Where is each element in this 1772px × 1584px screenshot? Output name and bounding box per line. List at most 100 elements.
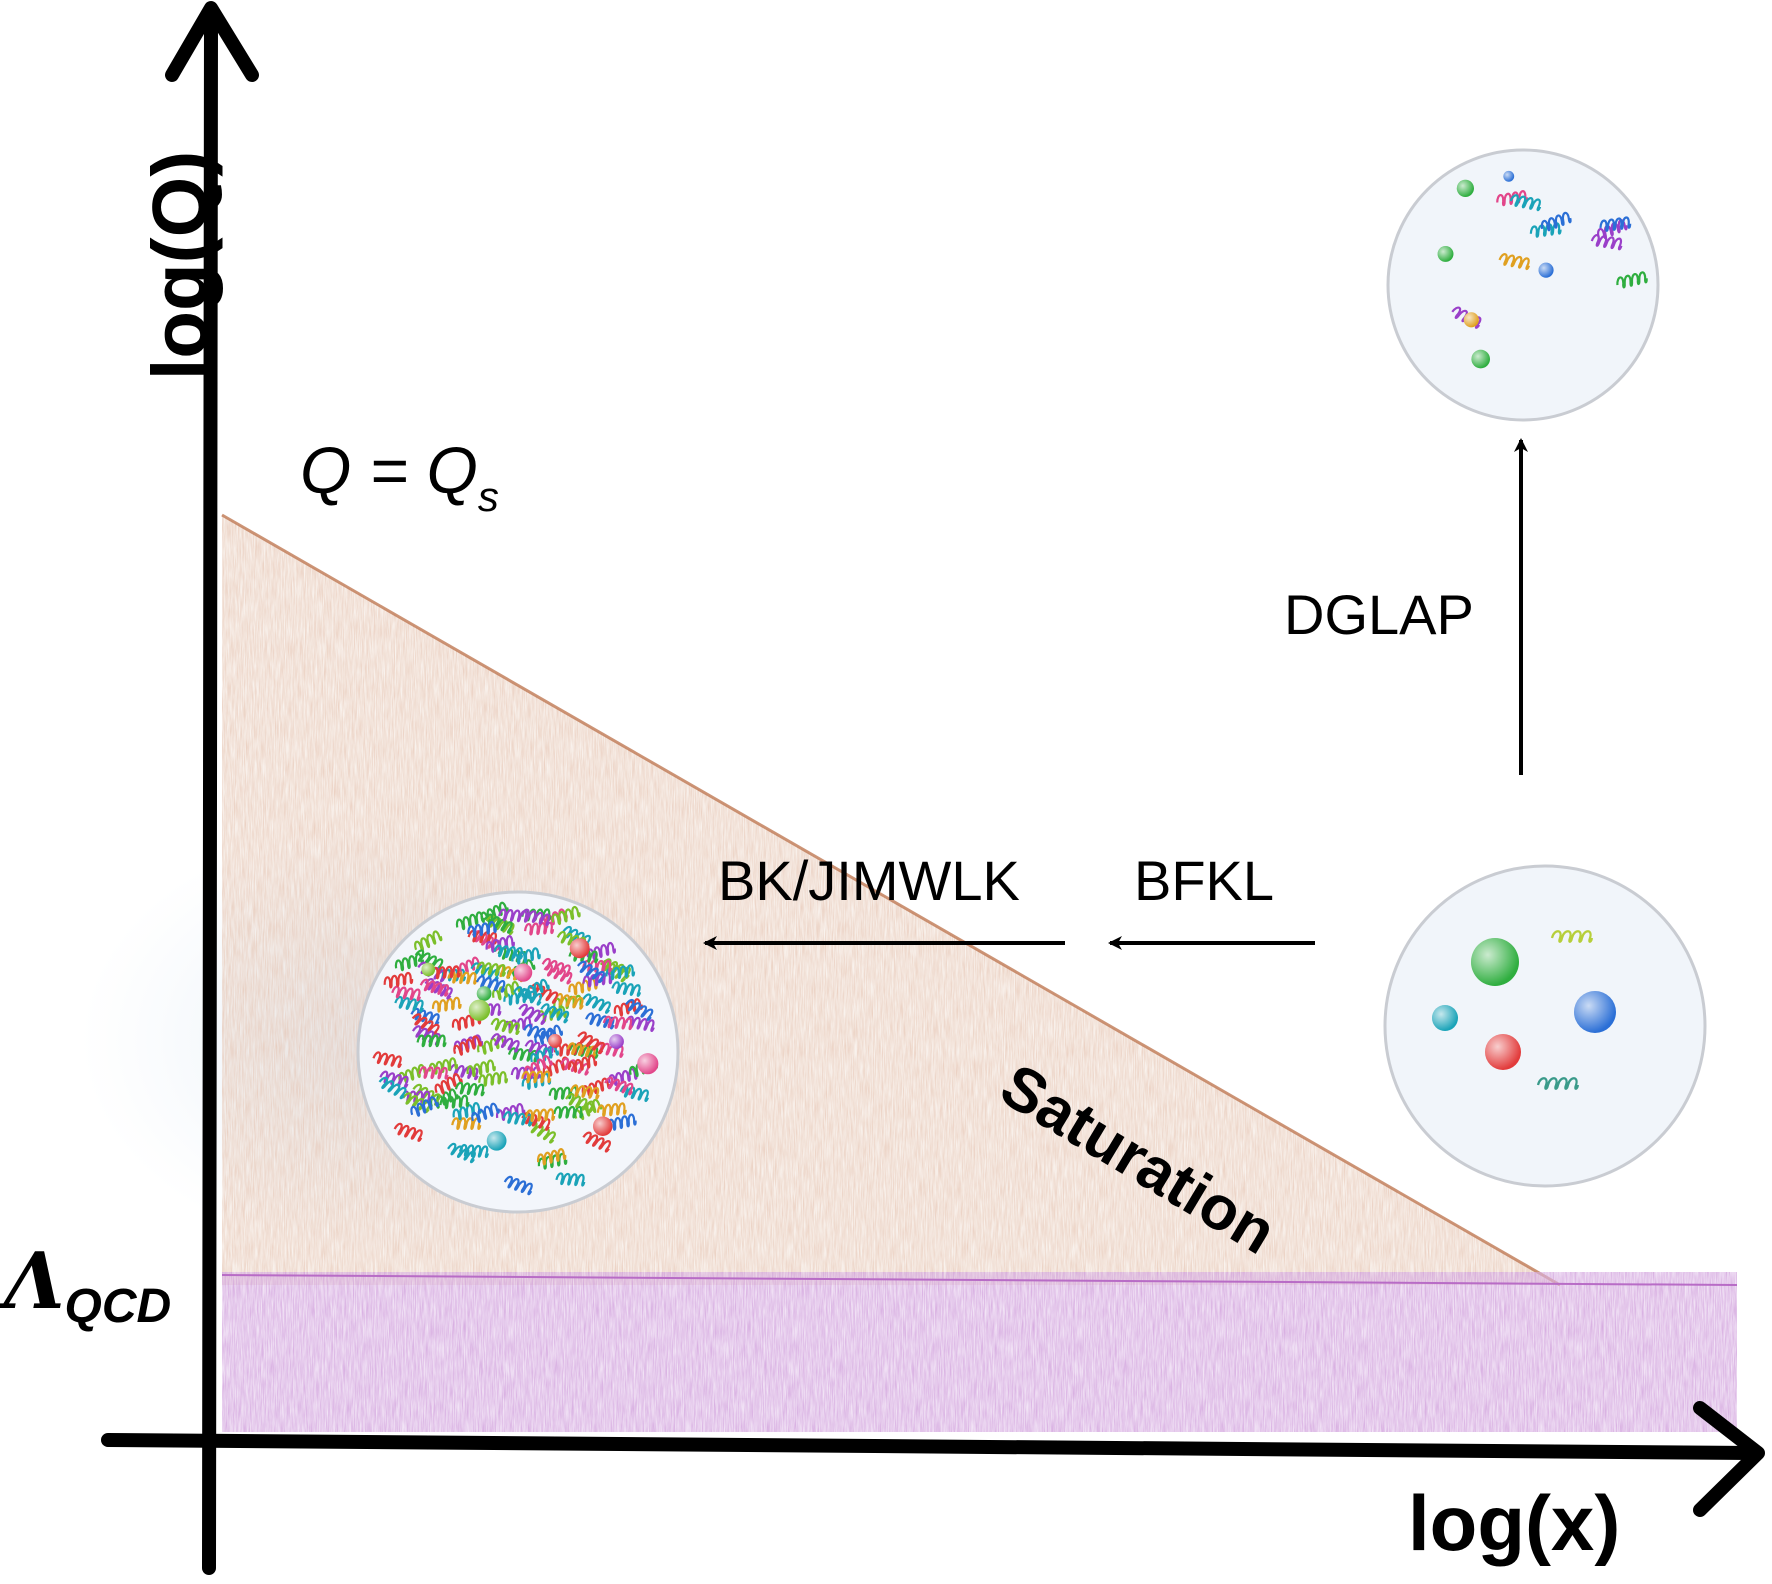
gluon-spring xyxy=(430,965,461,980)
gluon-spring xyxy=(475,975,506,993)
gluon-spring xyxy=(419,978,450,997)
quark-highlight xyxy=(1471,349,1490,369)
bfkl-label: BFKL xyxy=(1134,849,1275,912)
saturation-line-label: Q = Qs xyxy=(300,432,499,521)
saturation-line-subscript: s xyxy=(477,473,499,520)
lambda-qcd-band-base xyxy=(222,1272,1737,1432)
gluon-spring xyxy=(453,1035,482,1056)
gluon-spring xyxy=(424,978,453,1000)
gluon-spring xyxy=(534,1024,564,1045)
gluon-spring xyxy=(608,1068,638,1086)
gluon-spring xyxy=(607,1113,637,1131)
quark-highlight xyxy=(421,962,436,977)
gluon-spring xyxy=(521,1072,552,1090)
high-q-proton-disk xyxy=(1386,148,1660,422)
bk-jimwlk-label: BK/JIMWLK xyxy=(718,849,1020,912)
y-axis-label: log(Q) xyxy=(135,150,224,381)
gluon-spring xyxy=(379,1070,409,1089)
lambda-qcd-band xyxy=(222,1272,1737,1432)
gluon-spring xyxy=(540,1003,570,1024)
gluon-spring xyxy=(466,1059,496,1078)
gluon-spring xyxy=(467,929,498,945)
gluon-spring xyxy=(434,1073,463,1095)
gluon-spring xyxy=(523,921,555,936)
gluon-spring xyxy=(525,1108,556,1122)
quark-highlight xyxy=(637,1053,659,1075)
gluon-spring xyxy=(565,1093,595,1114)
gluon-spring xyxy=(378,1076,407,1100)
gluon-spring xyxy=(568,948,599,964)
gluon-spring xyxy=(569,1084,600,1100)
gluon-spring xyxy=(596,1102,627,1118)
quark-highlight xyxy=(513,963,533,982)
gluon-spring xyxy=(521,1070,552,1084)
gluon-spring xyxy=(527,1121,556,1144)
gluon-spring xyxy=(553,1105,584,1119)
gluon-spring xyxy=(452,1102,482,1121)
gluon-spring xyxy=(502,1111,533,1127)
gluon-spring xyxy=(1599,216,1632,232)
gluon-spring xyxy=(490,1033,520,1053)
x-axis-label: log(x) xyxy=(1408,1479,1621,1567)
saturated-proton-disk xyxy=(356,890,680,1214)
gluon-spring xyxy=(498,908,529,923)
quark-highlight xyxy=(476,986,492,1001)
y-axis-arrow xyxy=(165,1,259,82)
lambda-symbol: Λ xyxy=(4,1236,65,1327)
gluon-spring xyxy=(582,993,611,1014)
quark-highlight xyxy=(1503,170,1515,182)
quark-highlight xyxy=(593,1116,613,1137)
gluon-spring xyxy=(521,978,550,1000)
gluon-spring xyxy=(1590,234,1623,251)
gluon-spring xyxy=(447,970,478,985)
low-q-proton-disk xyxy=(1383,864,1707,1188)
gluon-spring xyxy=(619,1084,649,1103)
gluon-spring xyxy=(576,960,605,984)
gluon-spring xyxy=(455,911,485,931)
gluon-spring xyxy=(490,1017,520,1036)
gluon-spring xyxy=(1616,271,1648,289)
gluon-spring xyxy=(471,1102,500,1123)
gluon-spring xyxy=(467,921,497,938)
quark-highlight xyxy=(1463,312,1479,328)
x-axis xyxy=(101,1433,1759,1460)
gluon-spring xyxy=(602,1015,633,1031)
gluon-spring xyxy=(454,1081,485,1097)
gluon-spring xyxy=(582,1131,611,1153)
lambda-qcd-label: ΛQCD xyxy=(4,1236,171,1334)
gluon-spring xyxy=(1536,1077,1580,1090)
gluon-spring xyxy=(541,957,571,978)
gluon-spring xyxy=(523,1023,553,1043)
gluon-spring xyxy=(548,1086,579,1101)
gluon-spring xyxy=(476,961,507,977)
saturation-line-text: Q = Q xyxy=(300,433,478,507)
gluon-spring xyxy=(556,930,586,950)
gluon-spring xyxy=(524,1039,554,1059)
quark-highlight xyxy=(1437,246,1454,262)
saturation-boundary-line xyxy=(221,513,1561,1287)
gluon-spring xyxy=(394,995,424,1013)
dglap-label: DGLAP xyxy=(1284,583,1474,646)
gluon-spring xyxy=(393,1122,423,1142)
gluon-spring xyxy=(372,1051,402,1069)
gluon-spring xyxy=(485,915,515,936)
quark-highlight xyxy=(1574,991,1616,1033)
gluon-spring xyxy=(604,1076,634,1096)
gluon-spring xyxy=(383,971,414,989)
gluon-spring xyxy=(511,947,541,965)
gluon-spring xyxy=(611,981,642,997)
gluon-spring xyxy=(1509,194,1542,212)
gluon-spring xyxy=(1540,211,1572,232)
gluon-spring xyxy=(1550,930,1594,943)
gluon-spring xyxy=(492,981,522,1001)
quark-highlight xyxy=(1432,1005,1458,1031)
gluon-spring xyxy=(605,964,636,981)
gluon-spring xyxy=(439,1094,470,1110)
gluon-spring xyxy=(431,996,462,1013)
x-axis-arrow xyxy=(1693,1401,1765,1517)
gluon-spring xyxy=(503,1175,533,1196)
gluon-spring xyxy=(391,985,421,1002)
quark-highlight xyxy=(1471,938,1519,986)
gluon-spring xyxy=(521,1111,551,1131)
